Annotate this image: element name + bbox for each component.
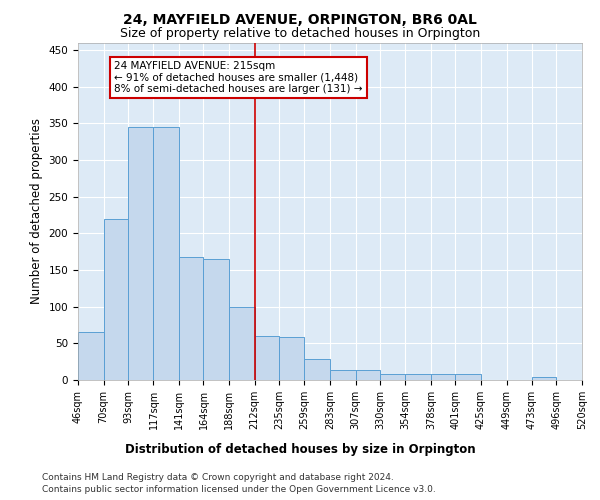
Bar xyxy=(330,370,356,380)
Text: 24, MAYFIELD AVENUE, ORPINGTON, BR6 0AL: 24, MAYFIELD AVENUE, ORPINGTON, BR6 0AL xyxy=(123,12,477,26)
Bar xyxy=(78,332,104,380)
Bar xyxy=(532,377,556,380)
Bar xyxy=(455,374,481,380)
Bar xyxy=(128,127,154,380)
Text: Contains HM Land Registry data © Crown copyright and database right 2024.: Contains HM Land Registry data © Crown c… xyxy=(42,472,394,482)
Bar xyxy=(254,336,279,380)
Text: 24 MAYFIELD AVENUE: 215sqm
← 91% of detached houses are smaller (1,448)
8% of se: 24 MAYFIELD AVENUE: 215sqm ← 91% of deta… xyxy=(114,61,362,94)
Bar xyxy=(304,360,330,380)
Bar xyxy=(406,374,431,380)
Text: Contains public sector information licensed under the Open Government Licence v3: Contains public sector information licen… xyxy=(42,485,436,494)
Text: Size of property relative to detached houses in Orpington: Size of property relative to detached ho… xyxy=(120,28,480,40)
Y-axis label: Number of detached properties: Number of detached properties xyxy=(30,118,43,304)
Bar xyxy=(179,258,203,380)
Bar xyxy=(279,338,304,380)
Bar xyxy=(203,259,229,380)
Bar xyxy=(356,370,380,380)
Text: Distribution of detached houses by size in Orpington: Distribution of detached houses by size … xyxy=(125,442,475,456)
Bar xyxy=(380,374,406,380)
Bar xyxy=(154,127,179,380)
Bar xyxy=(104,218,128,380)
Bar xyxy=(229,306,254,380)
Bar xyxy=(431,374,455,380)
